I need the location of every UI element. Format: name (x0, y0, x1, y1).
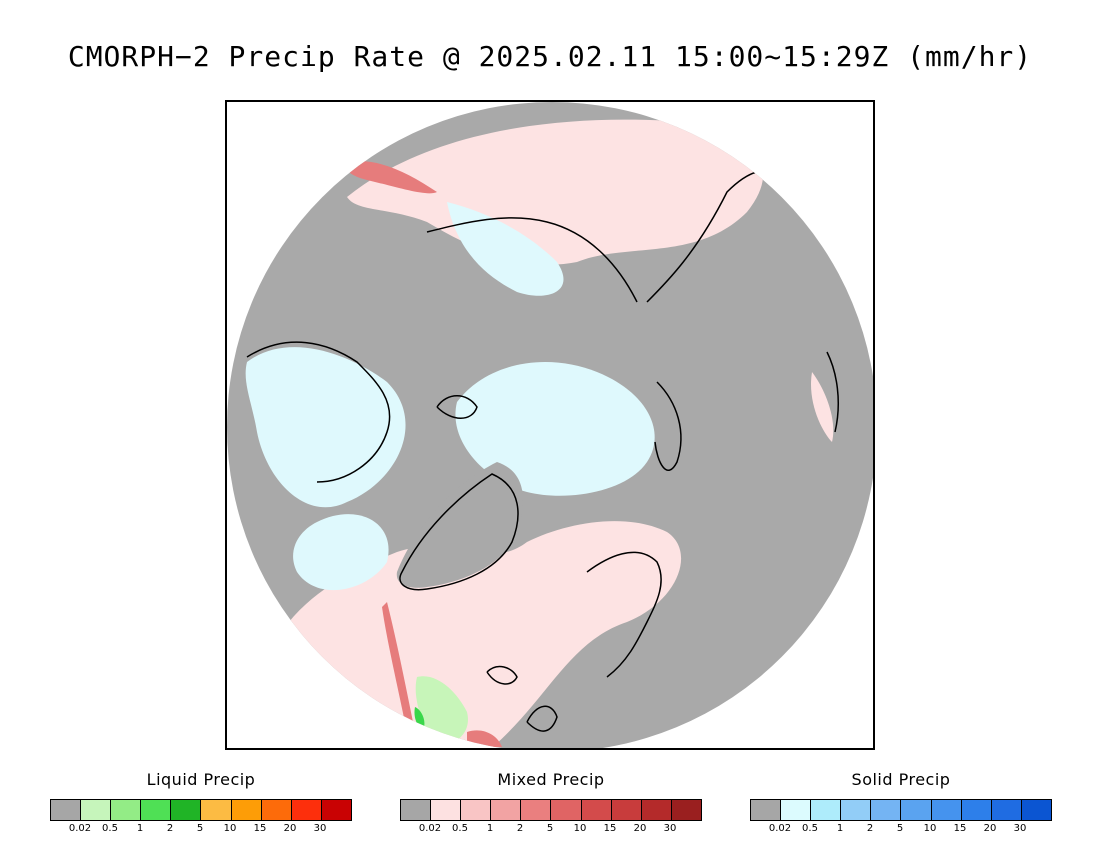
legend-swatch (141, 800, 172, 820)
legend-swatch (641, 800, 672, 820)
solid-precip-region-bering (447, 202, 564, 296)
legend-tick-label: 30 (663, 823, 677, 834)
mixed-precip-band-atlantic (382, 602, 417, 742)
legend-swatch (521, 800, 552, 820)
legend-swatch (431, 800, 462, 820)
legend-tick-label: 5 (196, 823, 204, 834)
legend-swatch (991, 800, 1022, 820)
legend-tick-label: 10 (573, 823, 587, 834)
legend-ticks: 0.02 0.5 1 2 5 10 15 20 30 (750, 821, 1052, 835)
legend-swatch (401, 800, 432, 820)
legend-color-bar (750, 799, 1052, 821)
legend-swatch (461, 800, 492, 820)
legend-tick-label: 5 (896, 823, 904, 834)
legend-swatch (551, 800, 582, 820)
legend-swatch (171, 800, 202, 820)
legend-swatch (291, 800, 322, 820)
legend-swatch (611, 800, 642, 820)
legend-color-bar (400, 799, 702, 821)
legend-swatch (261, 800, 292, 820)
legend-swatch (1021, 800, 1051, 820)
legend-title: Solid Precip (851, 770, 951, 789)
legend-ticks: 0.02 0.5 1 2 5 10 15 20 30 (50, 821, 352, 835)
page-title: CMORPH−2 Precip Rate @ 2025.02.11 15:00~… (67, 40, 1033, 73)
legend-mixed: Mixed Precip 0.02 0.5 1 2 5 10 15 20 30 (400, 770, 702, 835)
legend-solid: Solid Precip 0.02 0.5 1 2 5 10 15 20 30 (750, 770, 1052, 835)
solid-precip-region-baffin (293, 514, 389, 591)
legend-swatch (781, 800, 812, 820)
polar-map (227, 102, 873, 748)
legend-swatch (961, 800, 992, 820)
legend-swatch (231, 800, 262, 820)
legend-color-bar (50, 799, 352, 821)
legend-tick-label: 10 (923, 823, 937, 834)
legend-tick-label: 20 (983, 823, 997, 834)
mixed-precip-region-atlantic (267, 521, 682, 748)
legend-tick-label: 0.02 (418, 823, 442, 834)
legend-swatch (201, 800, 232, 820)
legend-tick-label: 5 (546, 823, 554, 834)
legend-swatch (81, 800, 112, 820)
legend-tick-label: 0.5 (452, 823, 468, 834)
legend-tick-label: 2 (166, 823, 174, 834)
legend-swatch (51, 800, 82, 820)
legend-tick-label: 20 (283, 823, 297, 834)
legend-tick-label: 30 (313, 823, 327, 834)
mixed-precip-region-east (811, 372, 834, 442)
legend-tick-label: 15 (603, 823, 617, 834)
legend-tick-label: 0.02 (68, 823, 92, 834)
mixed-precip-band-northwest (345, 161, 437, 194)
legend-tick-label: 30 (1013, 823, 1027, 834)
legend-tick-label: 1 (136, 823, 144, 834)
legend-tick-label: 10 (223, 823, 237, 834)
legend-swatch (581, 800, 612, 820)
mixed-precip-band-south (467, 730, 502, 747)
legend-tick-label: 15 (953, 823, 967, 834)
legend-swatch (491, 800, 522, 820)
legend-tick-label: 0.5 (102, 823, 118, 834)
liquid-precip-heavy-region (414, 707, 425, 730)
legend-tick-label: 20 (633, 823, 647, 834)
legend-tick-label: 1 (836, 823, 844, 834)
legend-tick-label: 0.5 (802, 823, 818, 834)
legend-swatch (751, 800, 782, 820)
legend-title: Mixed Precip (497, 770, 605, 789)
legend-tick-label: 15 (253, 823, 267, 834)
legend-liquid: Liquid Precip 0.02 0.5 1 2 5 10 15 20 30 (50, 770, 352, 835)
legend-swatch (871, 800, 902, 820)
legend-swatch (671, 800, 701, 820)
legend-tick-label: 1 (486, 823, 494, 834)
legend-ticks: 0.02 0.5 1 2 5 10 15 20 30 (400, 821, 702, 835)
greenland-region (396, 462, 523, 588)
solid-precip-region-canada (245, 347, 406, 508)
legend-swatch (841, 800, 872, 820)
legend-swatch (111, 800, 142, 820)
legend-swatch (811, 800, 842, 820)
legend-swatch (931, 800, 962, 820)
legend-swatch (321, 800, 351, 820)
legend-tick-label: 2 (866, 823, 874, 834)
legend-tick-label: 2 (516, 823, 524, 834)
solid-precip-region-arctic (455, 362, 655, 496)
mixed-precip-region-pacific (347, 119, 764, 265)
legend-swatch (901, 800, 932, 820)
legend-tick-label: 0.02 (768, 823, 792, 834)
map-frame (225, 100, 875, 750)
legend-title: Liquid Precip (146, 770, 256, 789)
